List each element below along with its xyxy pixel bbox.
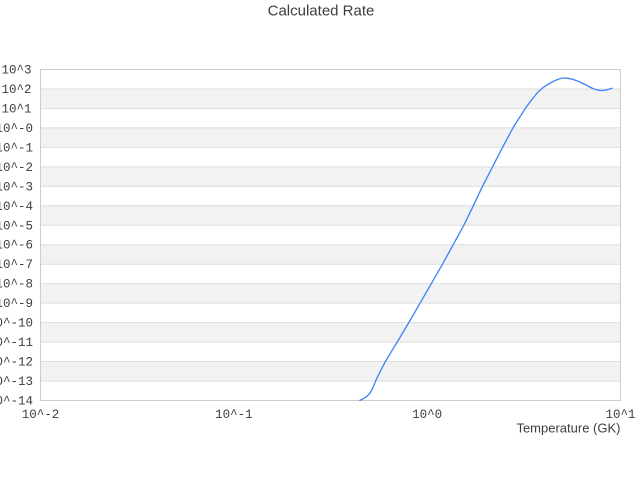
- svg-text:10^3: 10^3: [1, 64, 31, 78]
- svg-text:10^0: 10^0: [412, 408, 442, 422]
- svg-text:10^-6: 10^-6: [0, 239, 33, 253]
- svg-text:10^-2: 10^-2: [0, 161, 33, 175]
- svg-text:10^-4: 10^-4: [0, 200, 33, 214]
- svg-text:10^-3: 10^-3: [0, 180, 33, 194]
- svg-text:10^-7: 10^-7: [0, 258, 33, 272]
- svg-text:10^-1: 10^-1: [0, 141, 33, 155]
- svg-text:10^-1: 10^-1: [215, 408, 253, 422]
- svg-text:10^-10: 10^-10: [0, 317, 33, 331]
- svg-text:10^-9: 10^-9: [0, 297, 33, 311]
- svg-text:10^-0: 10^-0: [0, 122, 33, 136]
- svg-text:10^-2: 10^-2: [22, 408, 60, 422]
- svg-text:10^2: 10^2: [1, 83, 31, 97]
- svg-text:10^-14: 10^-14: [0, 395, 33, 409]
- svg-text:Calculated Rate: Calculated Rate: [268, 3, 375, 20]
- svg-text:10^-5: 10^-5: [0, 219, 33, 233]
- svg-text:10^1: 10^1: [605, 408, 635, 422]
- svg-text:10^-12: 10^-12: [0, 356, 33, 370]
- svg-text:10^-11: 10^-11: [0, 336, 33, 350]
- svg-text:10^-8: 10^-8: [0, 278, 33, 292]
- svg-text:10^-13: 10^-13: [0, 375, 33, 389]
- svg-text:10^1: 10^1: [1, 102, 31, 116]
- svg-text:Temperature (GK): Temperature (GK): [516, 421, 620, 436]
